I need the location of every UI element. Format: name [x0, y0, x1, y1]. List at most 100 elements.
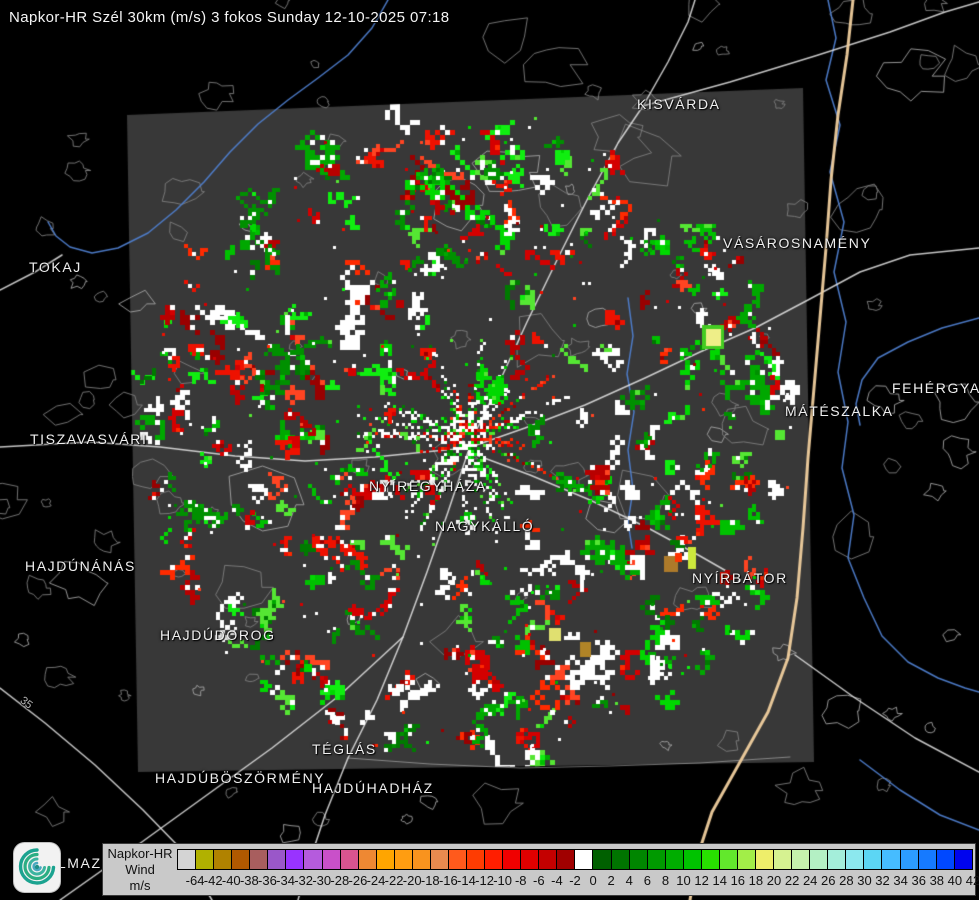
legend-color-box: [195, 849, 215, 870]
legend-tick-label: 22: [784, 873, 800, 888]
legend-tick-label: -4: [551, 873, 563, 888]
legend-tick-label: -16: [438, 873, 458, 888]
legend-tick-label: -14: [457, 873, 476, 888]
legend-tick-label: -26: [348, 873, 368, 888]
legend-tick-label: 10: [676, 873, 691, 888]
legend-color-box: [393, 849, 413, 870]
legend-tick-label: -38: [239, 873, 259, 888]
legend-color-box: [791, 849, 811, 870]
legend-tick-label: -12: [475, 873, 494, 888]
city-label-tokaj: TOKAJ: [29, 259, 82, 275]
city-label-nyírbátor: NYÍRBÁTOR: [692, 570, 788, 586]
legend-color-box: [935, 849, 955, 870]
radar-title: Napkor-HR Szél 30km (m/s) 3 fokos Sunday…: [9, 9, 450, 26]
legend-color-box: [773, 849, 793, 870]
legend-tick-label: 34: [893, 873, 908, 888]
legend-tick-label: -36: [258, 873, 277, 888]
legend-color-box: [249, 849, 269, 870]
legend-tick-label: -20: [402, 873, 422, 888]
legend-color-scale: [177, 849, 973, 870]
legend-tick-label: -18: [420, 873, 440, 888]
legend-tick-label: 12: [694, 873, 709, 888]
legend-tick-label: 30: [857, 873, 872, 888]
legend-tick-label: 2: [607, 873, 615, 888]
city-label-hajdúnánás: HAJDÚNÁNÁS: [25, 558, 136, 574]
legend-panel: Napkor-HR Wind m/s -64 -42 -40 -38 -36 -34 -32…: [102, 843, 979, 896]
legend-color-box: [321, 849, 341, 870]
legend-color-box: [953, 849, 973, 870]
legend-tick-label: 28: [839, 873, 854, 888]
legend-tick-label: -42: [203, 873, 223, 888]
legend-tick-label: 26: [821, 873, 836, 888]
legend-tick-label: -30: [312, 873, 332, 888]
legend-title: Napkor-HR Wind m/s: [103, 846, 177, 894]
legend-color-box: [357, 849, 377, 870]
legend-tick-label: 14: [712, 873, 727, 888]
legend-color-box: [845, 849, 865, 870]
legend-color-box: [339, 849, 359, 870]
legend-color-box: [736, 849, 756, 870]
city-label-hajdúhadház: HAJDÚHADHÁZ: [312, 780, 434, 796]
legend-color-box: [411, 849, 431, 870]
city-label-téglás: TÉGLÁS: [312, 741, 377, 757]
city-label-kisvárda: KISVÁRDA: [637, 96, 721, 112]
legend-color-box: [213, 849, 233, 870]
legend-tick-label: -10: [493, 873, 513, 888]
legend-tick-label: 0: [589, 873, 597, 888]
legend-tick-label: -32: [294, 873, 314, 888]
legend-color-box: [429, 849, 449, 870]
legend-color-box: [267, 849, 287, 870]
legend-color-box: [177, 849, 197, 870]
legend-color-box: [755, 849, 775, 870]
legend-tick-label: -28: [330, 873, 350, 888]
legend-color-box: [628, 849, 648, 870]
city-label-tiszavasvári: TISZAVASVÁRI: [30, 431, 148, 447]
legend-color-box: [375, 849, 395, 870]
legend-tick-label: -22: [384, 873, 404, 888]
legend-color-box: [285, 849, 305, 870]
legend-tick-label: -40: [221, 873, 241, 888]
legend-tick-label: 24: [802, 873, 818, 888]
legend-unit: m/s: [129, 878, 151, 893]
legend-tick-label: 6: [643, 873, 651, 888]
legend-tick-label: 20: [766, 873, 782, 888]
legend-color-box: [520, 849, 540, 870]
legend-color-box: [502, 849, 522, 870]
legend-tick-label: -6: [533, 873, 545, 888]
spiral-icon: [18, 848, 56, 885]
legend-tick-label: -24: [366, 873, 386, 888]
legend-color-box: [484, 849, 504, 870]
legend-color-box: [809, 849, 829, 870]
legend-tick-label: 40: [947, 873, 963, 888]
legend-color-box: [881, 849, 901, 870]
legend-color-box: [718, 849, 738, 870]
legend-color-box: [700, 849, 720, 870]
legend-color-box: [827, 849, 847, 870]
legend-color-box: [863, 849, 883, 870]
legend-tick-label: -8: [514, 873, 527, 888]
legend-color-box: [538, 849, 558, 870]
city-label-nyíregyháza: NYÍREGYHÁZA: [369, 478, 487, 494]
legend-color-box: [682, 849, 702, 870]
legend-color-box: [592, 849, 612, 870]
hungaromet-spiral-logo: [13, 842, 61, 893]
legend-color-box: [574, 849, 594, 870]
legend-color-box: [303, 849, 323, 870]
legend-tick-label: 42: [965, 873, 979, 888]
legend-title-line1: Napkor-HR: [107, 846, 173, 861]
city-label-nagykálló: NAGYKÁLLÓ: [435, 518, 535, 534]
legend-title-line2: Wind: [125, 862, 155, 877]
city-label-hajdúböszörmény: HAJDÚBÖSZÖRMÉNY: [155, 770, 326, 786]
legend-color-box: [646, 849, 666, 870]
legend-tick-label: 18: [748, 873, 764, 888]
legend-tick-label: 36: [911, 873, 926, 888]
city-label-fehérgyarmat: FEHÉRGYARMAT: [892, 380, 979, 396]
legend-color-box: [664, 849, 684, 870]
legend-color-box: [917, 849, 937, 870]
legend-color-box: [556, 849, 576, 870]
legend-tick-label: -64: [185, 873, 205, 888]
legend-tick-label: -34: [276, 873, 295, 888]
legend-tick-label: 16: [730, 873, 746, 888]
